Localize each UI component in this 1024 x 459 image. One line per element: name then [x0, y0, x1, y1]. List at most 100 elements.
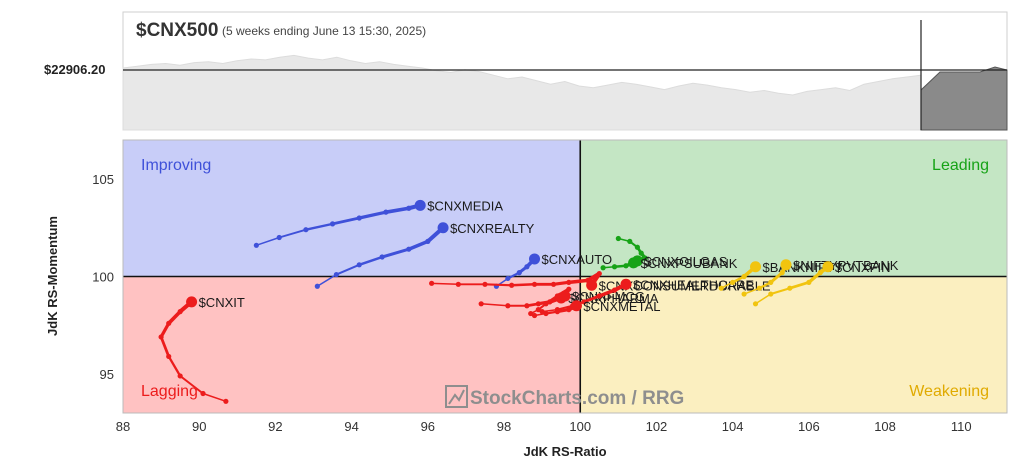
- y-axis-label: JdK RS-Momentum: [45, 216, 60, 336]
- series-segment: [179, 374, 204, 395]
- series-niftypvtbank[interactable]: $NIFTYPVTBANK: [741, 258, 899, 297]
- plot-border: [122, 139, 1008, 414]
- series-tail-point: [615, 235, 621, 242]
- series-head-point[interactable]: [529, 253, 541, 265]
- series-cnxpsubank[interactable]: $CNXPSUBANK: [600, 256, 738, 271]
- series-head-point[interactable]: [620, 278, 632, 290]
- quadrant-label-weakening: Weakening: [909, 383, 989, 400]
- series-head-point[interactable]: [822, 261, 834, 273]
- series-head-point[interactable]: [186, 296, 198, 308]
- watermark-text: StockCharts.com / RRG: [470, 388, 684, 409]
- series-tail-point: [505, 303, 511, 309]
- series-tail-point: [752, 301, 759, 307]
- series-tail-point: [768, 291, 774, 297]
- series-segment: [510, 283, 536, 287]
- series-label: $CNXOILGAS: [644, 254, 727, 269]
- series-head-point[interactable]: [570, 300, 582, 312]
- series-tail-point: [356, 262, 362, 268]
- series-segment: [480, 303, 509, 307]
- series-segment: [357, 255, 384, 267]
- series-tail-point: [817, 270, 823, 276]
- x-tick-label: 100: [569, 419, 591, 434]
- series-head-point[interactable]: [628, 257, 640, 269]
- series-cnxauto[interactable]: $CNXAUTO: [493, 252, 612, 289]
- series-segment: [754, 293, 772, 305]
- price-label: $22906.20: [44, 62, 106, 77]
- series-tail-point: [627, 238, 633, 244]
- series-tail-point: [166, 353, 172, 360]
- series-cnxfin[interactable]: $CNXFIN: [752, 260, 891, 307]
- series-tail-point: [554, 309, 560, 315]
- series-label: $CNXMEDIA: [427, 198, 503, 213]
- series-tail-point: [356, 215, 362, 221]
- series-tail-point: [531, 281, 538, 287]
- series-tail-point: [642, 255, 648, 261]
- quadrant-label-lagging: Lagging: [141, 383, 198, 400]
- series-tail-point: [611, 264, 618, 270]
- watermark: StockCharts.com / RRG: [445, 385, 684, 409]
- series-head-point[interactable]: [586, 279, 598, 291]
- series-tail-point: [329, 221, 336, 227]
- y-tick-label: 95: [100, 367, 114, 382]
- series-label: $CNXPSUBANK: [641, 256, 738, 271]
- series-head-point[interactable]: [780, 259, 792, 271]
- series-tail-point: [333, 271, 339, 278]
- series-tail-point: [623, 263, 629, 269]
- series-label: $CNXMETAL: [583, 299, 660, 314]
- series-tail-point: [253, 242, 259, 248]
- series-tail-point: [543, 301, 549, 307]
- plot-area: Improving Leading Lagging Weakening Stoc…: [122, 139, 1008, 414]
- y-tick-label: 105: [92, 172, 114, 187]
- series-tail-point: [177, 309, 183, 315]
- series-tail-point: [276, 234, 282, 241]
- series-segment: [202, 392, 227, 403]
- x-tick-label: 108: [874, 419, 896, 434]
- series-cnxoilgas[interactable]: $CNXOILGAS: [615, 235, 728, 269]
- series-tail-point: [566, 279, 572, 285]
- series-tail-point: [566, 307, 572, 313]
- series-tail-point: [535, 301, 541, 307]
- series-label: $CNXREALTY: [450, 221, 535, 236]
- series-head-point[interactable]: [559, 290, 571, 302]
- series-tail-point: [611, 287, 618, 293]
- series-tail-point: [718, 285, 724, 291]
- x-tick-label: 110: [951, 419, 972, 434]
- series-tail-point: [505, 275, 511, 282]
- series-tail-point: [177, 373, 183, 379]
- series-segment: [335, 263, 361, 276]
- series-label: $CNXPHARMA: [568, 291, 659, 306]
- series-tail-point: [223, 398, 229, 404]
- series-cnxconsumerdurable[interactable]: $CNXCONSUMERDURABLE: [429, 270, 771, 293]
- series-tail-point: [741, 273, 747, 280]
- series-head-point[interactable]: [414, 199, 426, 211]
- quadrant-label-leading: Leading: [932, 157, 989, 174]
- series-segment: [304, 222, 334, 231]
- series-head-point[interactable]: [437, 222, 449, 234]
- series-tail-point: [550, 281, 557, 287]
- price-area: [122, 54, 922, 131]
- x-tick-label: 94: [344, 419, 358, 434]
- series-tail-point: [406, 205, 412, 211]
- x-tick-label: 96: [421, 419, 435, 434]
- series-tail-point: [158, 334, 164, 340]
- chart-title: $CNX500: [136, 20, 219, 41]
- series-segment: [255, 236, 280, 247]
- series-cnxmetal[interactable]: $CNXMETAL: [531, 299, 661, 319]
- series-cnxit[interactable]: $CNXIT: [158, 295, 245, 404]
- price-panel: [122, 11, 1008, 131]
- series-segment: [567, 278, 590, 285]
- series-segment: [582, 294, 601, 304]
- series-tail-point: [596, 293, 602, 299]
- series-cnxmedia[interactable]: $CNXMEDIA: [253, 198, 504, 248]
- series-cnxrealty[interactable]: $CNXREALTY: [314, 221, 535, 289]
- series-segment: [788, 281, 811, 290]
- x-tick-label: 88: [116, 419, 130, 434]
- series-tail-point: [314, 283, 320, 289]
- series-segment: [159, 321, 171, 339]
- series-head-point[interactable]: [750, 261, 762, 273]
- watermark-logo-icon: [445, 385, 468, 408]
- y-axis-ticks: 95 100 105: [92, 172, 114, 382]
- y-tick-label: 100: [92, 270, 114, 285]
- series-tail-point: [779, 270, 785, 276]
- x-axis-ticks: 88909294969810010210410610811011: [116, 419, 972, 434]
